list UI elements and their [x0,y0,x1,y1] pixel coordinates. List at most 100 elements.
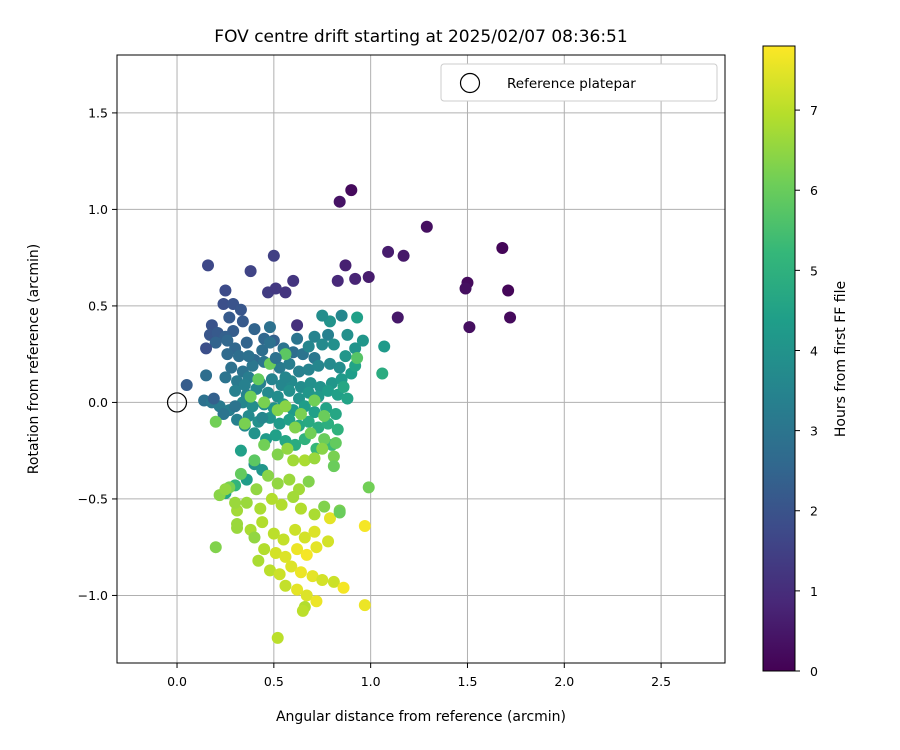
data-point [273,568,286,581]
plot-area [117,55,725,663]
colorbar-tick-label: 1 [810,584,818,599]
data-point [310,541,323,554]
data-point [271,631,284,644]
data-point [382,245,395,258]
data-point [231,521,244,534]
data-point [229,400,242,413]
data-point [345,184,358,197]
data-point [209,415,222,428]
x-tick-label: 1.0 [361,674,381,689]
data-point [318,409,331,422]
colorbar-tick-label: 2 [810,504,818,519]
data-point [318,433,331,446]
plot-frame [116,54,726,664]
data-point [294,408,307,421]
data-point [289,523,302,536]
data-point [200,342,213,355]
data-point [356,334,369,347]
data-point [269,429,282,442]
data-point [322,535,335,548]
data-point [306,570,319,583]
data-point [217,297,230,310]
data-point [277,533,290,546]
data-point [180,379,193,392]
data-point [267,249,280,262]
data-point [252,554,265,567]
data-point [250,483,263,496]
data-point [283,357,296,370]
data-point [223,311,236,324]
data-point [327,450,340,463]
data-point [265,492,278,505]
data-point [316,442,329,455]
reference-platepar-marker [166,392,188,413]
x-tick-label: 0.0 [167,674,187,689]
data-point [322,384,335,397]
data-point [279,286,292,299]
data-point [308,406,321,419]
legend-label: Reference platepar [507,76,636,92]
colorbar-label: Hours from first FF file [833,281,849,437]
reference-marker [166,392,188,413]
data-point [351,352,364,365]
data-point [240,496,253,509]
data-point [308,330,321,343]
data-point [327,460,340,473]
data-point [323,357,336,370]
data-point [333,361,346,374]
data-point [225,361,238,374]
data-point [339,259,352,272]
data-point [244,390,257,403]
x-tick-label: 2.5 [651,674,671,689]
data-point [341,392,354,405]
data-point [219,483,232,496]
data-point [287,274,300,287]
data-point [304,377,317,390]
data-point [333,506,346,519]
data-point [378,340,391,353]
data-point [238,379,251,392]
data-point [279,550,292,563]
data-point [258,438,271,451]
data-point [246,359,259,372]
colorbar-tick-label: 3 [810,424,818,439]
data-point [219,371,232,384]
data-point [252,373,265,386]
colorbar-tick-label: 5 [810,263,818,278]
data-point [242,350,255,363]
data-point [358,599,371,612]
data-point [232,350,245,363]
data-point [291,583,304,596]
data-point [298,454,311,467]
data-point [308,525,321,538]
data-point [293,365,306,378]
data-point [333,195,346,208]
data-point [294,502,307,515]
data-point [219,284,232,297]
data-point [391,311,404,324]
chart-title: FOV centre drift starting at 2025/02/07 … [214,27,627,47]
y-tick-label: −1.0 [78,588,108,603]
data-point [238,417,251,430]
data-point [221,334,234,347]
data-point [234,467,247,480]
data-point [294,566,307,579]
colorbar: 0 1 2 3 4 5 6 7 Hours from first FF file [762,45,849,679]
data-point [229,496,242,509]
data-point [339,350,352,363]
data-point [283,473,296,486]
data-point [234,303,247,316]
data-point [262,386,275,399]
x-tick-label: 2.0 [554,674,574,689]
colorbar-gradient [762,45,796,672]
data-point [209,541,222,554]
y-axis-label: Rotation from reference (arcmin) [26,244,42,474]
data-point [308,508,321,521]
data-point [254,502,267,515]
data-point [351,311,364,324]
data-point [263,336,276,349]
data-point [316,309,329,322]
data-point [200,369,213,382]
data-point [420,220,433,233]
